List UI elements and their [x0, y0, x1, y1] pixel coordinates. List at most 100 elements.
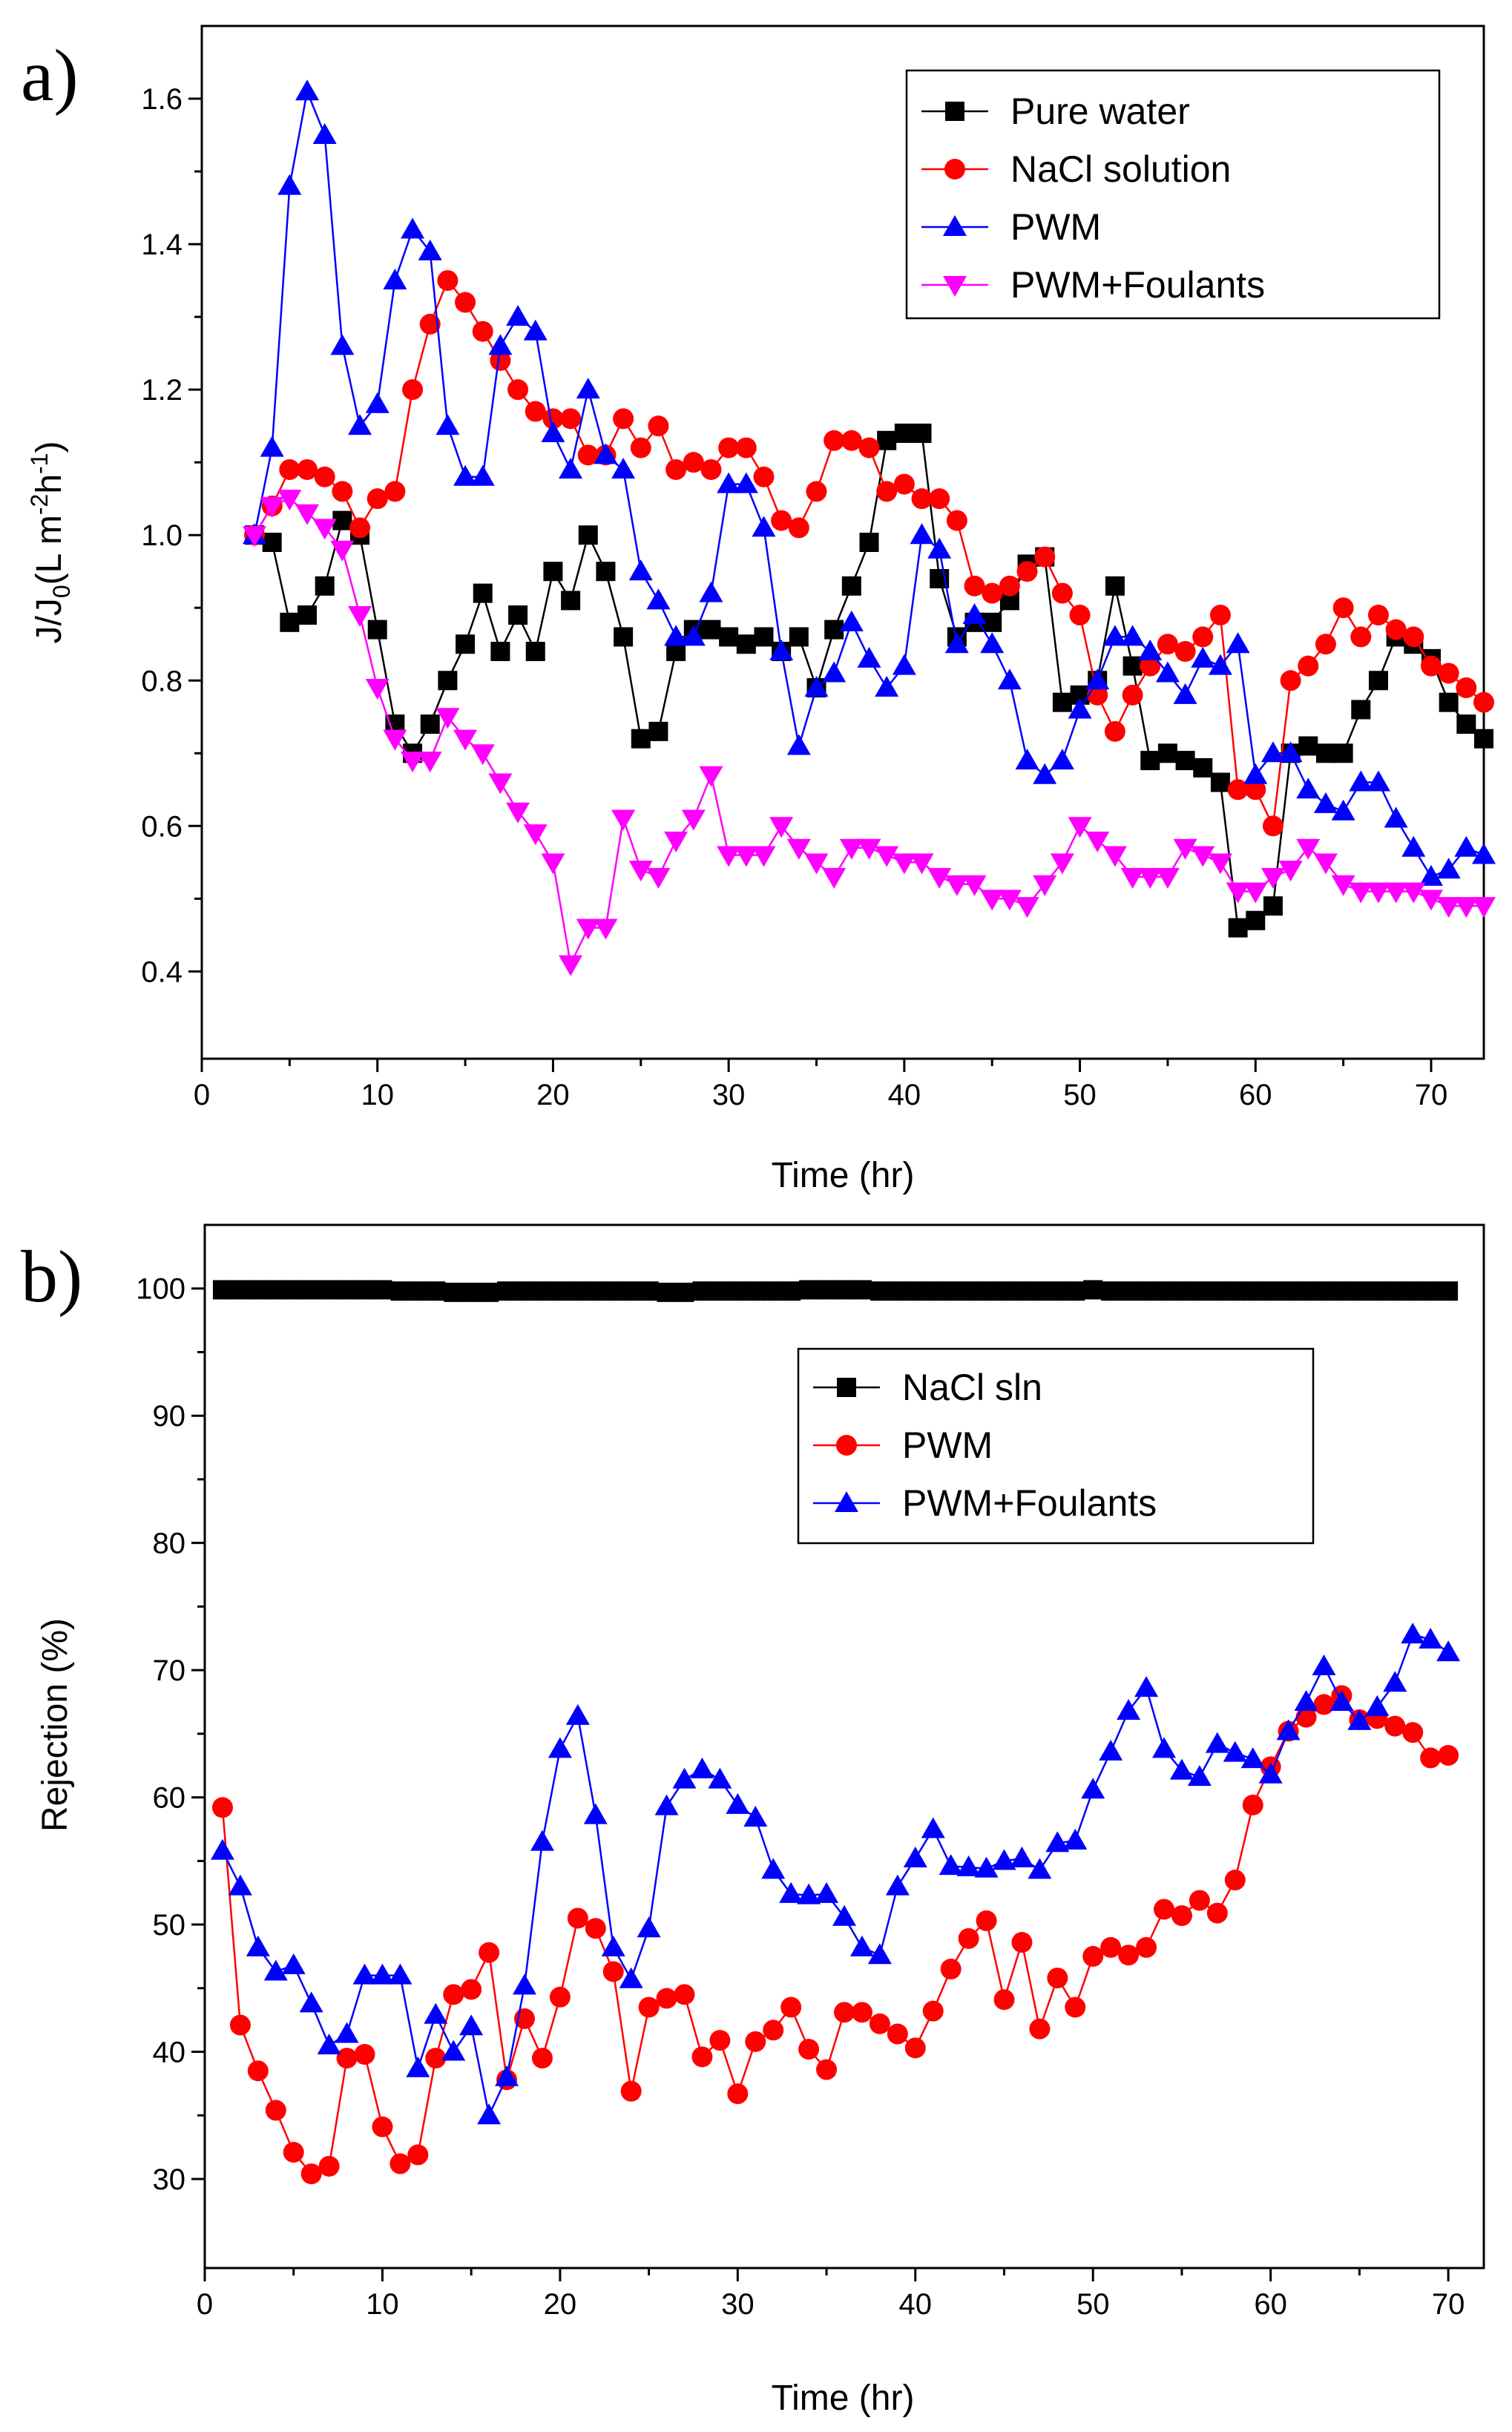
- data-point: [806, 481, 827, 502]
- data-point: [992, 1849, 1016, 1870]
- data-point: [508, 605, 528, 625]
- data-point: [260, 496, 284, 518]
- data-point: [875, 846, 899, 867]
- x-tick-label: 0: [197, 2288, 213, 2321]
- data-point: [1050, 853, 1074, 875]
- panel-b-legend-box: [797, 1347, 1315, 1545]
- data-point: [849, 1935, 874, 1956]
- series-pwm: [243, 79, 1496, 886]
- legend-label: PWM: [1010, 206, 1101, 248]
- data-point: [885, 1874, 910, 1896]
- data-point: [295, 79, 320, 101]
- data-point: [637, 1916, 661, 1938]
- data-point: [1171, 1281, 1191, 1301]
- legend-marker: [945, 102, 964, 121]
- data-point: [1315, 743, 1335, 763]
- data-point: [549, 1986, 571, 2008]
- data-point: [1210, 772, 1230, 792]
- data-point: [994, 1281, 1014, 1301]
- data-point: [734, 472, 758, 493]
- data-point: [297, 459, 318, 480]
- data-point: [506, 305, 530, 326]
- data-point: [639, 1281, 659, 1301]
- data-point: [621, 1281, 641, 1301]
- data-point: [1030, 1281, 1050, 1301]
- data-point: [1366, 770, 1390, 792]
- data-point: [280, 612, 300, 632]
- y-label-exp1: -2: [26, 494, 53, 515]
- data-point: [1010, 1846, 1034, 1867]
- data-point: [1242, 1794, 1263, 1815]
- data-point: [523, 319, 548, 341]
- data-point: [646, 867, 671, 889]
- data-point: [1117, 1698, 1141, 1720]
- data-point: [401, 752, 425, 773]
- data-point: [789, 627, 809, 647]
- data-point: [1350, 1281, 1370, 1301]
- data-point: [726, 1792, 750, 1814]
- data-point: [1050, 749, 1074, 770]
- data-point: [576, 378, 600, 399]
- data-point: [630, 437, 651, 459]
- panel-a-ticks: [188, 97, 1433, 1072]
- data-point: [877, 430, 897, 450]
- data-point: [525, 642, 545, 662]
- data-point: [228, 1874, 252, 1896]
- data-point: [1454, 835, 1479, 857]
- data-point: [1189, 1890, 1210, 1911]
- data-point: [664, 625, 688, 646]
- data-point: [911, 488, 933, 510]
- y-label-unit-open: (L m: [30, 515, 69, 585]
- x-tick-label: 30: [721, 2288, 755, 2321]
- data-point: [780, 1996, 802, 2018]
- data-point: [389, 2153, 411, 2175]
- data-point: [1223, 1741, 1247, 1762]
- data-point: [674, 1984, 695, 2005]
- data-point: [277, 490, 302, 511]
- data-point: [1227, 779, 1249, 801]
- data-point: [665, 459, 687, 480]
- data-point: [769, 640, 794, 661]
- data-point: [1155, 867, 1180, 889]
- data-point: [453, 729, 478, 751]
- data-point: [699, 581, 723, 602]
- data-point: [1403, 1281, 1423, 1301]
- data-point: [1332, 1281, 1352, 1301]
- x-tick-label: 40: [888, 1079, 921, 1111]
- y-tick-label: 1.6: [141, 83, 183, 116]
- data-point: [1384, 882, 1408, 904]
- data-point: [515, 1281, 534, 1301]
- data-point: [1260, 867, 1285, 889]
- data-point: [401, 217, 425, 239]
- data-point: [980, 632, 1005, 654]
- data-point: [559, 457, 583, 479]
- data-point: [295, 504, 320, 525]
- data-point: [1456, 714, 1476, 734]
- panel-b-ticks: [191, 1287, 1450, 2281]
- data-point: [383, 729, 407, 751]
- data-point: [1401, 1623, 1425, 1644]
- data-point: [355, 1280, 375, 1300]
- data-point: [681, 625, 706, 646]
- data-point: [1011, 1932, 1033, 1953]
- data-point: [1136, 1936, 1157, 1958]
- data-point: [402, 379, 424, 401]
- data-point: [786, 838, 811, 860]
- data-point: [1065, 1281, 1085, 1301]
- x-tick-label: 70: [1415, 1079, 1448, 1111]
- data-point: [944, 875, 969, 896]
- data-point: [690, 1757, 714, 1778]
- data-point: [1138, 640, 1163, 661]
- data-point: [490, 349, 511, 371]
- data-point: [1454, 897, 1479, 918]
- data-point: [939, 1854, 963, 1876]
- data-point: [1349, 770, 1373, 792]
- data-point: [283, 1280, 303, 1300]
- data-point: [1385, 619, 1407, 640]
- data-point: [1052, 692, 1072, 712]
- data-point: [674, 1282, 694, 1302]
- data-point: [1051, 582, 1073, 604]
- data-point: [1015, 897, 1039, 918]
- data-point: [822, 661, 847, 683]
